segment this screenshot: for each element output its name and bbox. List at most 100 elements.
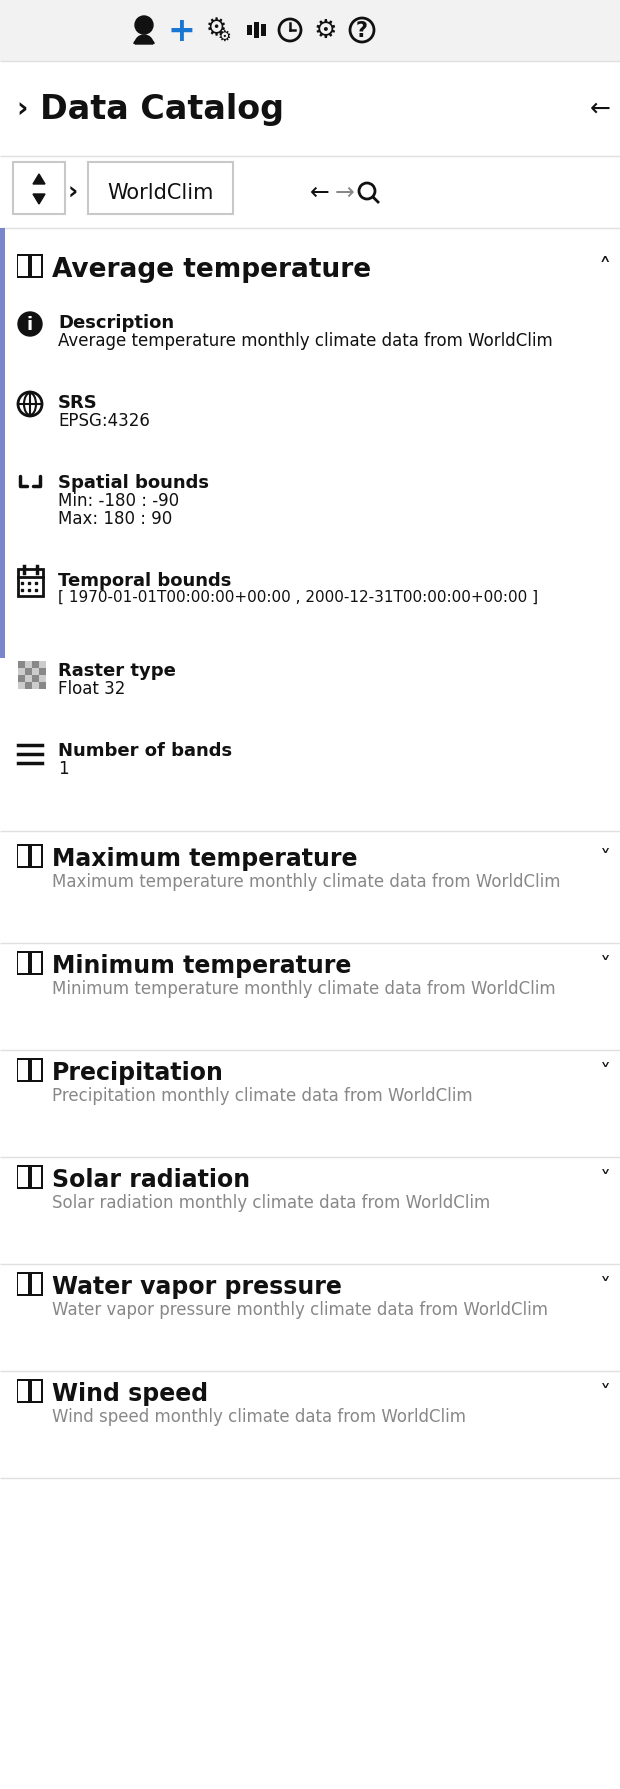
Bar — [29, 1379, 31, 1403]
Text: ›: › — [16, 95, 28, 123]
Wedge shape — [135, 36, 153, 45]
Text: Spatial bounds: Spatial bounds — [58, 474, 209, 492]
Bar — [0, 229, 620, 1789]
Polygon shape — [33, 175, 45, 184]
Bar — [18, 569, 43, 598]
Bar — [31, 844, 43, 868]
Bar — [17, 1379, 29, 1403]
Bar — [32, 676, 39, 683]
Bar — [32, 954, 41, 973]
Bar — [18, 1381, 28, 1401]
Text: [ 1970-01-01T00:00:00+00:00 , 2000-12-31T00:00:00+00:00 ]: [ 1970-01-01T00:00:00+00:00 , 2000-12-31… — [58, 590, 538, 605]
Text: ⚙: ⚙ — [205, 16, 226, 39]
Text: Min: -180 : -90: Min: -180 : -90 — [58, 492, 179, 510]
Text: Solar radiation: Solar radiation — [52, 1168, 250, 1191]
Bar — [261, 25, 266, 38]
Bar — [17, 1059, 29, 1082]
Text: Minimum temperature monthly climate data from WorldClim: Minimum temperature monthly climate data… — [52, 979, 556, 998]
Text: i: i — [27, 317, 33, 335]
Bar — [17, 952, 29, 975]
Text: ˅: ˅ — [600, 1383, 611, 1403]
Text: Maximum temperature monthly climate data from WorldClim: Maximum temperature monthly climate data… — [52, 873, 560, 891]
Text: ?: ? — [356, 21, 368, 41]
Bar — [31, 254, 43, 279]
Polygon shape — [33, 195, 45, 206]
Text: Precipitation monthly climate data from WorldClim: Precipitation monthly climate data from … — [52, 1086, 472, 1104]
Text: Water vapor pressure: Water vapor pressure — [52, 1274, 342, 1299]
Text: ˅: ˅ — [600, 1170, 611, 1190]
Bar — [88, 163, 233, 215]
Bar — [39, 662, 46, 669]
Text: Water vapor pressure monthly climate data from WorldClim: Water vapor pressure monthly climate dat… — [52, 1301, 548, 1318]
Bar — [32, 258, 41, 277]
Circle shape — [18, 313, 42, 336]
Bar — [29, 952, 31, 975]
Bar — [32, 662, 39, 669]
Text: ⚙: ⚙ — [217, 29, 231, 43]
Text: ˄: ˄ — [599, 258, 611, 281]
Bar — [29, 1059, 31, 1082]
Bar — [18, 846, 28, 866]
Bar — [31, 1059, 43, 1082]
Bar — [18, 258, 28, 277]
Bar — [254, 23, 259, 39]
Text: Wind speed: Wind speed — [52, 1381, 208, 1404]
Bar — [18, 669, 25, 676]
Bar — [31, 952, 43, 975]
Bar — [18, 676, 25, 683]
Bar — [17, 254, 29, 279]
Bar — [39, 676, 46, 683]
Text: 1: 1 — [58, 760, 69, 778]
Bar — [18, 1168, 28, 1188]
Bar — [247, 27, 252, 36]
Text: Solar radiation monthly climate data from WorldClim: Solar radiation monthly climate data fro… — [52, 1193, 490, 1211]
Text: ›: › — [68, 181, 78, 206]
Text: Temporal bounds: Temporal bounds — [58, 572, 231, 590]
Bar — [18, 954, 28, 973]
Text: Average temperature monthly climate data from WorldClim: Average temperature monthly climate data… — [58, 331, 553, 351]
Bar — [0, 229, 5, 658]
Text: Precipitation: Precipitation — [52, 1061, 224, 1084]
Bar — [18, 1061, 28, 1081]
Text: Data Catalog: Data Catalog — [40, 93, 284, 125]
Text: Float 32: Float 32 — [58, 680, 125, 698]
Bar — [39, 683, 46, 689]
Bar — [32, 683, 39, 689]
Bar — [18, 662, 25, 669]
Bar — [31, 1165, 43, 1190]
Bar — [0, 157, 620, 229]
Bar — [25, 683, 32, 689]
Bar — [32, 1061, 41, 1081]
Text: ←: ← — [590, 97, 611, 122]
Bar — [25, 669, 32, 676]
Bar — [29, 844, 31, 868]
Text: Maximum temperature: Maximum temperature — [52, 846, 358, 871]
Bar — [29, 254, 31, 279]
Bar — [39, 669, 46, 676]
Text: ⚙: ⚙ — [313, 18, 337, 45]
Text: WorldClim: WorldClim — [107, 182, 213, 202]
Text: Minimum temperature: Minimum temperature — [52, 954, 352, 977]
Bar — [29, 1272, 31, 1297]
Bar — [18, 683, 25, 689]
Text: Raster type: Raster type — [58, 662, 176, 680]
Bar — [25, 676, 32, 683]
Text: Max: 180 : 90: Max: 180 : 90 — [58, 510, 172, 528]
Bar — [32, 846, 41, 866]
Text: ˅: ˅ — [600, 1276, 611, 1297]
Bar — [0, 0, 620, 63]
Text: ˅: ˅ — [600, 848, 611, 868]
Text: ˅: ˅ — [600, 1063, 611, 1082]
Text: SRS: SRS — [58, 394, 98, 411]
Bar — [18, 1274, 28, 1293]
Bar — [17, 1165, 29, 1190]
Text: Description: Description — [58, 313, 174, 331]
Bar — [17, 844, 29, 868]
Text: Number of bands: Number of bands — [58, 742, 232, 760]
Text: ˅: ˅ — [600, 955, 611, 975]
Circle shape — [135, 16, 153, 36]
Bar — [29, 1165, 31, 1190]
Bar — [31, 1272, 43, 1297]
Bar — [31, 1379, 43, 1403]
Text: →: → — [335, 181, 355, 206]
